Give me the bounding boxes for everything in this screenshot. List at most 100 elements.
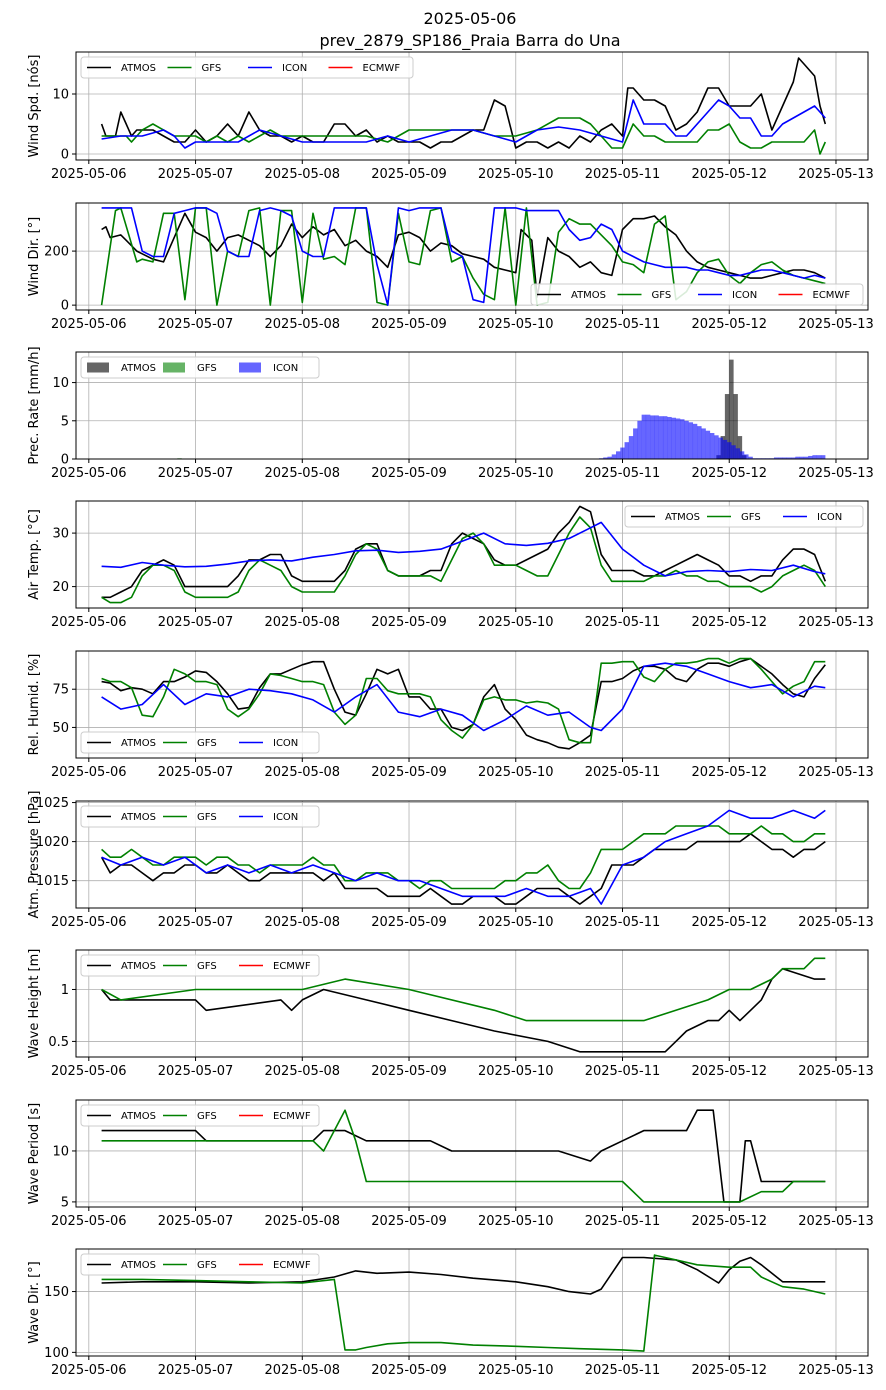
series-group — [100, 207, 826, 306]
y-tick-label: 50 — [52, 721, 69, 736]
legend: ATMOS GFS ECMWF — [80, 1104, 320, 1127]
x-tick-label: 2025-05-13 — [798, 466, 874, 481]
bar-icon — [671, 417, 676, 459]
line-gfs — [101, 1109, 826, 1203]
bar-icon — [607, 456, 612, 459]
line-gfs — [101, 957, 826, 1022]
x-tick-label: 2025-05-08 — [265, 615, 341, 630]
legend-label-atmos: ATMOS — [121, 738, 156, 749]
bar-icon — [773, 457, 779, 459]
x-tick-label: 2025-05-06 — [51, 317, 127, 332]
figure-title-date: 2025-05-06 — [424, 9, 517, 28]
bar-atmos — [729, 359, 734, 459]
legend-label-icon: ICON — [273, 738, 298, 749]
bar-icon — [680, 419, 685, 459]
legend-label-icon: ICON — [273, 812, 298, 823]
y-tick-label: 5 — [61, 414, 69, 429]
line-atmos — [100, 832, 826, 905]
line-gfs — [101, 657, 826, 744]
x-tick-label: 2025-05-09 — [371, 1363, 447, 1378]
x-tick-label: 2025-05-13 — [798, 1064, 874, 1079]
line-gfs — [101, 825, 826, 890]
legend-label-atmos: ATMOS — [571, 290, 606, 301]
line-atmos — [101, 212, 826, 298]
bar-icon — [697, 426, 702, 459]
x-tick-label: 2025-05-12 — [691, 765, 767, 780]
bar-icon — [744, 454, 749, 459]
bar-icon — [718, 437, 723, 459]
panel-atm_pressure: 2025-05-06 2025-05-07 2025-05-08 2025-05-09… — [27, 791, 874, 930]
x-tick-label: 2025-05-13 — [798, 615, 874, 630]
x-tick-label: 2025-05-13 — [798, 1214, 874, 1229]
bar-icon — [684, 420, 689, 459]
y-tick-label: 1015 — [36, 874, 69, 889]
panels: 2025-05-06 2025-05-07 2025-05-08 2025-05-09… — [27, 51, 874, 1378]
x-tick-label: 2025-05-08 — [265, 167, 341, 182]
legend-label-gfs: GFS — [741, 512, 761, 523]
x-tick-label: 2025-05-11 — [585, 466, 661, 481]
legend-box — [80, 356, 320, 379]
y-tick-label: 75 — [52, 683, 69, 698]
bar-icon — [778, 457, 783, 459]
x-tick-label: 2025-05-09 — [371, 765, 447, 780]
bar-icon — [662, 416, 668, 459]
y-tick-label: 200 — [44, 245, 69, 260]
line-atmos — [101, 505, 827, 599]
bar-icon — [714, 435, 719, 459]
legend-box — [80, 805, 320, 828]
axes-frame — [75, 650, 869, 759]
x-tick-label: 2025-05-12 — [691, 317, 767, 332]
bar-icon — [658, 416, 664, 459]
bar-icon — [641, 414, 647, 459]
panel-prec_rate: 2025-05-06 2025-05-07 2025-05-08 2025-05-09… — [27, 346, 874, 481]
series-group — [100, 57, 827, 155]
line-gfs — [101, 1254, 826, 1352]
legend-label-icon: ICON — [817, 512, 842, 523]
x-tick-label: 2025-05-13 — [798, 1363, 874, 1378]
x-tick-label: 2025-05-12 — [691, 915, 767, 930]
panel-wind_dir: 2025-05-06 2025-05-07 2025-05-08 2025-05-09… — [27, 202, 874, 332]
x-tick-label: 2025-05-08 — [265, 466, 341, 481]
bar-icon — [603, 457, 608, 459]
y-tick-label: 10 — [52, 376, 69, 391]
axes-frame — [75, 202, 869, 311]
line-atmos — [101, 1109, 826, 1203]
legend-label-atmos: ATMOS — [121, 812, 156, 823]
bar-icon — [628, 436, 634, 459]
bar-icon — [620, 447, 625, 459]
y-axis-label: Wave Period [s] — [27, 1103, 42, 1204]
legend-label-ecmwf: ECMWF — [273, 961, 311, 972]
x-tick-label: 2025-05-06 — [51, 915, 127, 930]
x-tick-label: 2025-05-10 — [478, 167, 554, 182]
bar-icon — [654, 415, 659, 459]
legend-label-ecmwf: ECMWF — [273, 1260, 311, 1271]
legend-label-ecmwf: ECMWF — [273, 1111, 311, 1122]
bar-atmos — [733, 394, 738, 459]
legend: ATMOS GFS ICON — [624, 505, 864, 528]
bar-icon — [812, 455, 817, 459]
x-tick-label: 2025-05-11 — [585, 317, 661, 332]
x-tick-label: 2025-05-08 — [265, 1214, 341, 1229]
panel-wave_height: 2025-05-06 2025-05-07 2025-05-08 2025-05-09… — [27, 949, 874, 1079]
bar-icon — [611, 454, 617, 459]
bar-icon — [820, 455, 826, 459]
x-tick-label: 2025-05-08 — [265, 915, 341, 930]
axes-frame — [75, 351, 869, 460]
y-tick-label: 150 — [44, 1285, 69, 1300]
x-tick-label: 2025-05-06 — [51, 1064, 127, 1079]
x-tick-label: 2025-05-07 — [158, 466, 234, 481]
axes-frame — [75, 500, 869, 609]
x-tick-label: 2025-05-08 — [265, 765, 341, 780]
legend-box — [80, 954, 320, 977]
legend-label-ecmwf: ECMWF — [813, 290, 851, 301]
line-icon — [101, 99, 826, 149]
series-group — [100, 809, 826, 905]
x-tick-label: 2025-05-07 — [158, 167, 234, 182]
legend: ATMOS GFS ECMWF — [80, 1253, 320, 1276]
panel-wave_dir: 2025-05-06 2025-05-07 2025-05-08 2025-05-09… — [27, 1248, 874, 1378]
bar-icon — [722, 439, 728, 459]
x-tick-label: 2025-05-09 — [371, 317, 447, 332]
x-tick-label: 2025-05-11 — [585, 615, 661, 630]
line-gfs — [101, 117, 827, 155]
